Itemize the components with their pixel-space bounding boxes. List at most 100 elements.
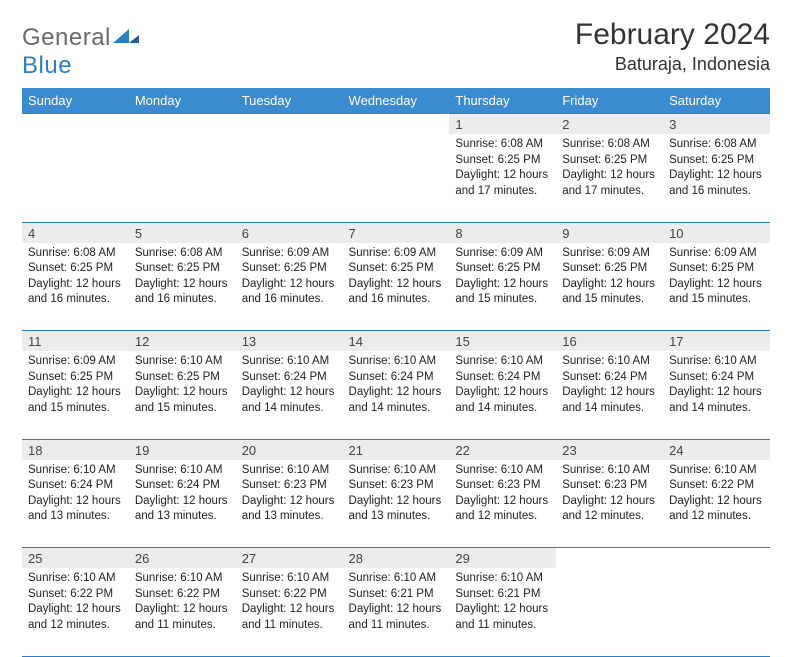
day-number-cell: 1 <box>449 114 556 135</box>
day-number-cell: 21 <box>343 439 450 460</box>
day-cell: Sunrise: 6:10 AMSunset: 6:24 PMDaylight:… <box>22 460 129 548</box>
day-details: Sunrise: 6:10 AMSunset: 6:23 PMDaylight:… <box>556 460 663 529</box>
day-cell <box>343 134 450 222</box>
day-cell <box>556 568 663 656</box>
day-number-cell: 9 <box>556 222 663 243</box>
logo: General Blue <box>22 18 139 80</box>
day-details: Sunrise: 6:09 AMSunset: 6:25 PMDaylight:… <box>343 243 450 312</box>
day-cell: Sunrise: 6:09 AMSunset: 6:25 PMDaylight:… <box>449 243 556 331</box>
day-cell <box>236 134 343 222</box>
day-number-cell: 10 <box>663 222 770 243</box>
day-details: Sunrise: 6:10 AMSunset: 6:24 PMDaylight:… <box>449 351 556 420</box>
day-number-row: 45678910 <box>22 222 770 243</box>
day-number-cell: 28 <box>343 548 450 569</box>
day-cell: Sunrise: 6:10 AMSunset: 6:23 PMDaylight:… <box>236 460 343 548</box>
day-cell: Sunrise: 6:10 AMSunset: 6:23 PMDaylight:… <box>449 460 556 548</box>
day-cell <box>663 568 770 656</box>
day-cell: Sunrise: 6:08 AMSunset: 6:25 PMDaylight:… <box>663 134 770 222</box>
day-details: Sunrise: 6:08 AMSunset: 6:25 PMDaylight:… <box>556 134 663 203</box>
day-cell: Sunrise: 6:08 AMSunset: 6:25 PMDaylight:… <box>129 243 236 331</box>
day-cell: Sunrise: 6:10 AMSunset: 6:24 PMDaylight:… <box>449 351 556 439</box>
day-number-cell: 13 <box>236 331 343 352</box>
day-details: Sunrise: 6:09 AMSunset: 6:25 PMDaylight:… <box>22 351 129 420</box>
day-details: Sunrise: 6:09 AMSunset: 6:25 PMDaylight:… <box>663 243 770 312</box>
weekday-header: Thursday <box>449 88 556 114</box>
day-details: Sunrise: 6:10 AMSunset: 6:23 PMDaylight:… <box>236 460 343 529</box>
day-details: Sunrise: 6:09 AMSunset: 6:25 PMDaylight:… <box>449 243 556 312</box>
day-details: Sunrise: 6:08 AMSunset: 6:25 PMDaylight:… <box>449 134 556 203</box>
title-block: February 2024 Baturaja, Indonesia <box>575 18 770 75</box>
day-details: Sunrise: 6:10 AMSunset: 6:23 PMDaylight:… <box>343 460 450 529</box>
day-number-row: 18192021222324 <box>22 439 770 460</box>
day-number-cell: 2 <box>556 114 663 135</box>
day-number-cell: 6 <box>236 222 343 243</box>
header: General Blue February 2024 Baturaja, Ind… <box>22 18 770 80</box>
day-content-row: Sunrise: 6:09 AMSunset: 6:25 PMDaylight:… <box>22 351 770 439</box>
day-number-cell: 3 <box>663 114 770 135</box>
day-number-cell: 16 <box>556 331 663 352</box>
day-cell: Sunrise: 6:10 AMSunset: 6:23 PMDaylight:… <box>343 460 450 548</box>
day-details: Sunrise: 6:09 AMSunset: 6:25 PMDaylight:… <box>556 243 663 312</box>
day-cell: Sunrise: 6:10 AMSunset: 6:24 PMDaylight:… <box>343 351 450 439</box>
day-number-cell <box>556 548 663 569</box>
day-number-cell: 15 <box>449 331 556 352</box>
day-cell: Sunrise: 6:08 AMSunset: 6:25 PMDaylight:… <box>22 243 129 331</box>
day-details: Sunrise: 6:10 AMSunset: 6:22 PMDaylight:… <box>236 568 343 637</box>
day-number-cell <box>343 114 450 135</box>
day-number-cell: 8 <box>449 222 556 243</box>
weekday-header: Wednesday <box>343 88 450 114</box>
day-number-cell: 14 <box>343 331 450 352</box>
day-content-row: Sunrise: 6:10 AMSunset: 6:22 PMDaylight:… <box>22 568 770 656</box>
day-cell: Sunrise: 6:09 AMSunset: 6:25 PMDaylight:… <box>22 351 129 439</box>
day-number-cell: 17 <box>663 331 770 352</box>
day-details: Sunrise: 6:10 AMSunset: 6:24 PMDaylight:… <box>236 351 343 420</box>
day-content-row: Sunrise: 6:10 AMSunset: 6:24 PMDaylight:… <box>22 460 770 548</box>
day-details: Sunrise: 6:10 AMSunset: 6:24 PMDaylight:… <box>663 351 770 420</box>
day-number-cell: 11 <box>22 331 129 352</box>
day-cell: Sunrise: 6:10 AMSunset: 6:25 PMDaylight:… <box>129 351 236 439</box>
day-number-row: 123 <box>22 114 770 135</box>
day-details: Sunrise: 6:10 AMSunset: 6:24 PMDaylight:… <box>129 460 236 529</box>
day-number-cell: 25 <box>22 548 129 569</box>
day-details: Sunrise: 6:10 AMSunset: 6:24 PMDaylight:… <box>556 351 663 420</box>
day-cell: Sunrise: 6:10 AMSunset: 6:24 PMDaylight:… <box>663 351 770 439</box>
weekday-header: Sunday <box>22 88 129 114</box>
day-number-cell <box>236 114 343 135</box>
calendar-table: SundayMondayTuesdayWednesdayThursdayFrid… <box>22 88 770 657</box>
day-number-cell: 12 <box>129 331 236 352</box>
day-details: Sunrise: 6:10 AMSunset: 6:24 PMDaylight:… <box>22 460 129 529</box>
day-content-row: Sunrise: 6:08 AMSunset: 6:25 PMDaylight:… <box>22 134 770 222</box>
day-details: Sunrise: 6:10 AMSunset: 6:25 PMDaylight:… <box>129 351 236 420</box>
day-details: Sunrise: 6:10 AMSunset: 6:22 PMDaylight:… <box>663 460 770 529</box>
day-number-cell: 20 <box>236 439 343 460</box>
day-number-cell: 5 <box>129 222 236 243</box>
day-cell: Sunrise: 6:10 AMSunset: 6:24 PMDaylight:… <box>236 351 343 439</box>
logo-text-blue: Blue <box>22 52 72 79</box>
day-number-cell: 4 <box>22 222 129 243</box>
day-cell: Sunrise: 6:09 AMSunset: 6:25 PMDaylight:… <box>343 243 450 331</box>
weekday-header-row: SundayMondayTuesdayWednesdayThursdayFrid… <box>22 88 770 114</box>
day-number-cell <box>22 114 129 135</box>
day-number-cell: 23 <box>556 439 663 460</box>
day-cell: Sunrise: 6:10 AMSunset: 6:21 PMDaylight:… <box>343 568 450 656</box>
day-number-cell <box>129 114 236 135</box>
day-cell: Sunrise: 6:10 AMSunset: 6:24 PMDaylight:… <box>556 351 663 439</box>
location: Baturaja, Indonesia <box>575 54 770 75</box>
day-details: Sunrise: 6:10 AMSunset: 6:23 PMDaylight:… <box>449 460 556 529</box>
day-details: Sunrise: 6:08 AMSunset: 6:25 PMDaylight:… <box>663 134 770 203</box>
logo-text-gray: General <box>22 24 111 51</box>
day-details: Sunrise: 6:10 AMSunset: 6:21 PMDaylight:… <box>343 568 450 637</box>
logo-text: General Blue <box>22 24 139 80</box>
day-details: Sunrise: 6:10 AMSunset: 6:22 PMDaylight:… <box>129 568 236 637</box>
day-number-cell: 27 <box>236 548 343 569</box>
day-cell: Sunrise: 6:09 AMSunset: 6:25 PMDaylight:… <box>236 243 343 331</box>
day-number-cell: 7 <box>343 222 450 243</box>
day-number-cell: 22 <box>449 439 556 460</box>
day-details: Sunrise: 6:10 AMSunset: 6:24 PMDaylight:… <box>343 351 450 420</box>
weekday-header: Friday <box>556 88 663 114</box>
day-details: Sunrise: 6:08 AMSunset: 6:25 PMDaylight:… <box>129 243 236 312</box>
day-cell <box>129 134 236 222</box>
weekday-header: Saturday <box>663 88 770 114</box>
weekday-header: Monday <box>129 88 236 114</box>
day-number-cell: 29 <box>449 548 556 569</box>
